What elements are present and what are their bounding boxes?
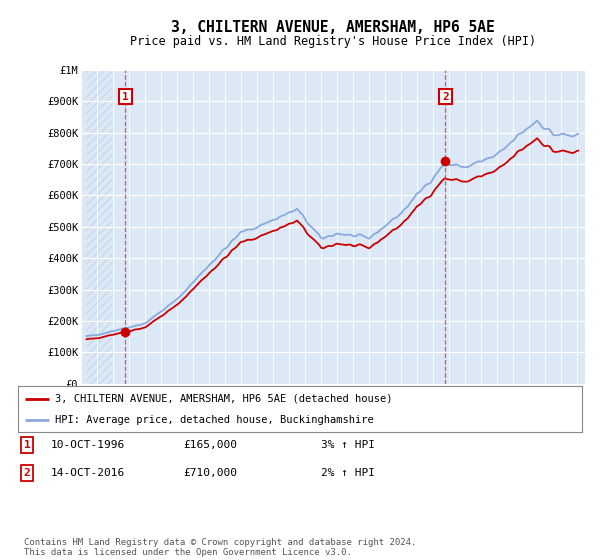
Text: £165,000: £165,000	[183, 440, 237, 450]
Text: 3% ↑ HPI: 3% ↑ HPI	[321, 440, 375, 450]
Bar	[86, 70, 113, 384]
Text: 3, CHILTERN AVENUE, AMERSHAM, HP6 5AE (detached house): 3, CHILTERN AVENUE, AMERSHAM, HP6 5AE (d…	[55, 394, 392, 404]
Text: 2: 2	[442, 92, 449, 102]
Text: Contains HM Land Registry data © Crown copyright and database right 2024.
This d: Contains HM Land Registry data © Crown c…	[24, 538, 416, 557]
Text: 10-OCT-1996: 10-OCT-1996	[51, 440, 125, 450]
Text: Price paid vs. HM Land Registry's House Price Index (HPI): Price paid vs. HM Land Registry's House …	[130, 35, 536, 48]
Text: 1: 1	[122, 92, 129, 102]
Text: 1: 1	[23, 440, 31, 450]
Text: HPI: Average price, detached house, Buckinghamshire: HPI: Average price, detached house, Buck…	[55, 415, 373, 425]
Text: 2% ↑ HPI: 2% ↑ HPI	[321, 468, 375, 478]
Text: 2: 2	[23, 468, 31, 478]
Text: 14-OCT-2016: 14-OCT-2016	[51, 468, 125, 478]
Text: 3, CHILTERN AVENUE, AMERSHAM, HP6 5AE: 3, CHILTERN AVENUE, AMERSHAM, HP6 5AE	[171, 20, 495, 35]
Text: £710,000: £710,000	[183, 468, 237, 478]
